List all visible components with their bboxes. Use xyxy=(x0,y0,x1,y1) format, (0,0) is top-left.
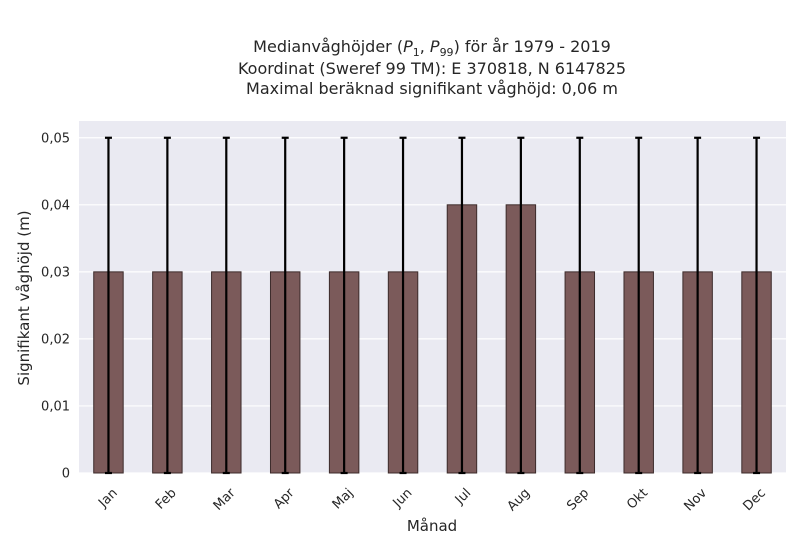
title-p1: P xyxy=(403,37,413,56)
x-axis-label: Månad xyxy=(407,517,457,535)
error-bar-nov xyxy=(694,136,702,475)
x-tick-label-aug: Aug xyxy=(505,486,534,515)
error-bar-maj xyxy=(340,136,348,475)
plot-area xyxy=(79,121,786,473)
title-prefix: Medianvåghöjder ( xyxy=(253,37,403,56)
error-bar-apr xyxy=(281,136,289,475)
x-tick-label-apr: Apr xyxy=(271,485,298,512)
grid-lines xyxy=(79,137,786,474)
x-tick-label-jul: Jul xyxy=(452,486,474,508)
error-bars-group xyxy=(104,136,761,475)
x-tick-label-nov: Nov xyxy=(681,486,710,515)
y-tick-label: 0,05 xyxy=(41,131,70,146)
title-sep: , xyxy=(420,37,430,56)
error-bar-okt xyxy=(635,136,643,475)
title-p99-sub: 99 xyxy=(440,46,454,59)
x-tick-label-feb: Feb xyxy=(153,486,180,513)
x-tick-label-okt: Okt xyxy=(624,486,651,513)
y-tick-label: 0,02 xyxy=(41,332,70,347)
error-bar-dec xyxy=(753,136,761,475)
x-tick-label-jan: Jan xyxy=(95,486,120,511)
y-tick-label: 0,01 xyxy=(41,399,70,414)
title-p1-sub: 1 xyxy=(413,46,420,59)
x-tick-label-mar: Mar xyxy=(211,485,239,513)
error-bar-feb xyxy=(163,136,171,475)
chart-title: Medianvåghöjder (P1, P99) för år 1979 - … xyxy=(253,37,611,59)
x-tick-label-maj: Maj xyxy=(330,486,357,513)
chart-subtitle-coordinates: Koordinat (Sweref 99 TM): E 370818, N 61… xyxy=(238,59,626,78)
y-tick-labels: 0 0,01 0,02 0,03 0,04 0,05 xyxy=(41,131,70,481)
error-bar-sep xyxy=(576,136,584,475)
y-tick-label: 0,04 xyxy=(41,198,70,213)
title-suffix: ) för år 1979 - 2019 xyxy=(454,37,611,56)
error-bar-jan xyxy=(104,136,112,475)
x-tick-label-dec: Dec xyxy=(740,486,768,514)
error-bar-mar xyxy=(222,136,230,475)
error-bar-jun xyxy=(399,136,407,475)
error-bar-aug xyxy=(517,136,525,475)
x-tick-labels: Jan Feb Mar Apr Maj Jun Jul Aug Sep Okt Nov Dec xyxy=(95,485,769,514)
chart-subtitle-max-height: Maximal beräknad signifikant våghöjd: 0,… xyxy=(246,79,618,98)
y-axis-label: Signifikant våghöjd (m) xyxy=(15,210,33,385)
y-tick-label: 0,03 xyxy=(41,265,70,280)
y-tick-label: 0 xyxy=(62,467,70,482)
x-tick-label-sep: Sep xyxy=(564,486,592,514)
x-tick-label-jun: Jun xyxy=(390,486,416,512)
title-p99: P xyxy=(430,37,440,56)
error-bar-jul xyxy=(458,136,466,475)
